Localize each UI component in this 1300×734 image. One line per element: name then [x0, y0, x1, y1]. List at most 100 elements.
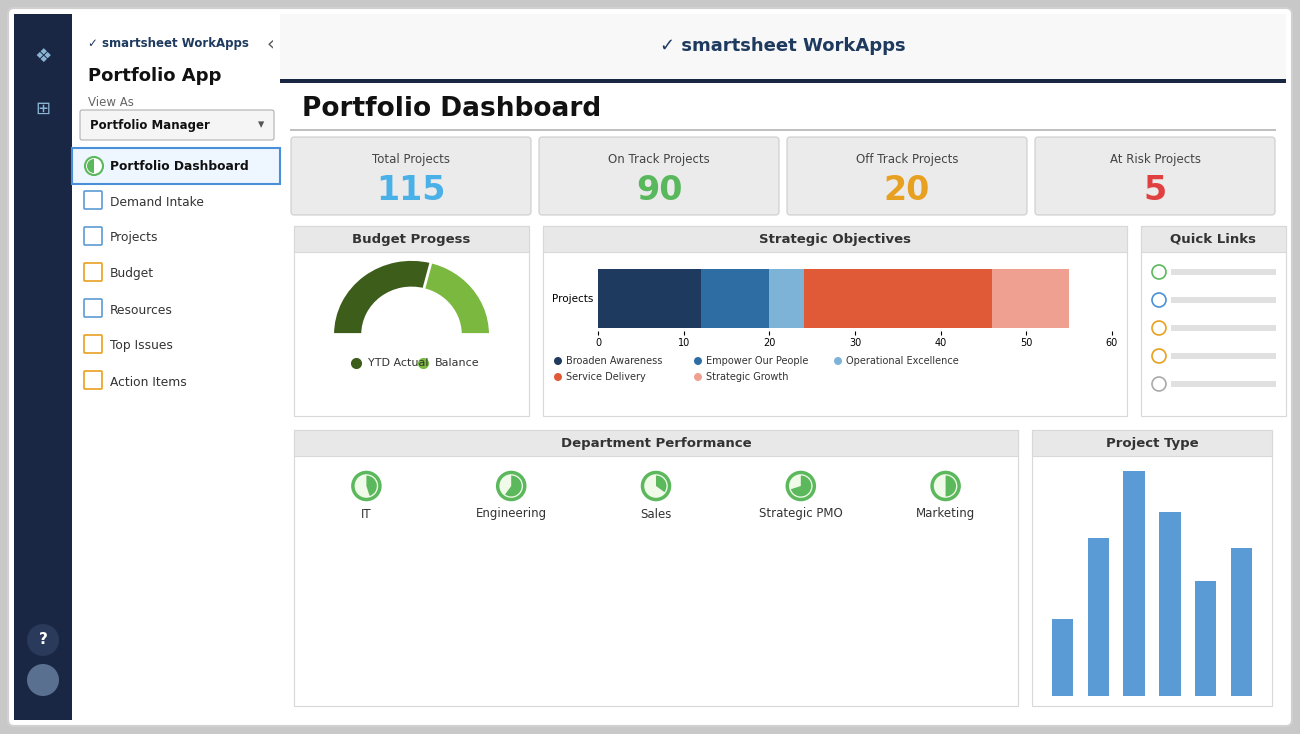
Text: Resources: Resources — [111, 303, 173, 316]
Text: Sales: Sales — [641, 507, 672, 520]
Text: Budget Progess: Budget Progess — [352, 233, 471, 245]
Circle shape — [27, 624, 58, 656]
Text: ?: ? — [39, 633, 47, 647]
Bar — [701, 269, 770, 328]
Circle shape — [1152, 265, 1166, 279]
Text: Action Items: Action Items — [111, 376, 187, 388]
Bar — [72, 148, 280, 184]
Wedge shape — [333, 260, 432, 335]
Text: Total Projects: Total Projects — [372, 153, 450, 167]
Wedge shape — [790, 476, 811, 496]
Circle shape — [352, 473, 380, 500]
Text: Portfolio Dashboard: Portfolio Dashboard — [111, 159, 248, 172]
Text: Strategic Growth: Strategic Growth — [706, 372, 789, 382]
Text: Budget: Budget — [111, 267, 155, 280]
FancyBboxPatch shape — [84, 227, 101, 245]
Text: Off Track Projects: Off Track Projects — [855, 153, 958, 167]
Circle shape — [932, 473, 959, 500]
Bar — [280, 14, 1286, 79]
Circle shape — [554, 357, 562, 365]
Text: Service Delivery: Service Delivery — [566, 372, 646, 382]
Bar — [1032, 430, 1271, 706]
Bar — [72, 14, 280, 720]
Wedge shape — [656, 476, 667, 493]
Text: IT: IT — [361, 507, 372, 520]
Text: 20: 20 — [884, 173, 931, 206]
Circle shape — [1152, 293, 1166, 307]
Bar — [1171, 269, 1277, 275]
Text: Portfolio Dashboard: Portfolio Dashboard — [302, 96, 601, 122]
Text: 115: 115 — [376, 173, 446, 206]
Wedge shape — [87, 159, 94, 173]
FancyBboxPatch shape — [84, 263, 101, 281]
Bar — [290, 129, 1277, 131]
Text: ‹: ‹ — [266, 34, 274, 54]
Bar — [1171, 381, 1277, 387]
Text: Quick Links: Quick Links — [1170, 233, 1257, 245]
Text: Broaden Awareness: Broaden Awareness — [566, 356, 663, 366]
Bar — [1088, 537, 1109, 696]
FancyBboxPatch shape — [8, 8, 1292, 726]
Circle shape — [1152, 321, 1166, 335]
Bar — [1171, 297, 1277, 303]
Text: Top Issues: Top Issues — [111, 340, 173, 352]
Text: ⊞: ⊞ — [35, 100, 51, 118]
Text: Balance: Balance — [436, 358, 480, 368]
Text: Strategic Objectives: Strategic Objectives — [759, 233, 911, 245]
Bar — [803, 269, 992, 328]
Text: Portfolio Manager: Portfolio Manager — [90, 118, 209, 131]
Text: ▾: ▾ — [257, 118, 264, 131]
Circle shape — [694, 373, 702, 381]
Wedge shape — [506, 476, 521, 496]
Circle shape — [554, 373, 562, 381]
Text: Operational Excellence: Operational Excellence — [846, 356, 959, 366]
Bar — [14, 14, 72, 720]
Bar — [598, 269, 701, 328]
Circle shape — [642, 473, 670, 500]
Bar — [543, 226, 1127, 416]
Circle shape — [835, 357, 842, 365]
Wedge shape — [333, 260, 490, 335]
Text: View As: View As — [88, 95, 134, 109]
Circle shape — [27, 664, 58, 696]
Text: Marketing: Marketing — [916, 507, 975, 520]
Text: Portfolio App: Portfolio App — [88, 67, 221, 85]
FancyBboxPatch shape — [84, 191, 101, 209]
Bar — [280, 79, 1286, 83]
Bar — [294, 430, 1018, 456]
Circle shape — [1152, 349, 1166, 363]
FancyBboxPatch shape — [786, 137, 1027, 215]
Bar — [992, 269, 1069, 328]
Bar — [1160, 512, 1180, 696]
Bar — [770, 269, 803, 328]
FancyBboxPatch shape — [84, 371, 101, 389]
FancyBboxPatch shape — [540, 137, 779, 215]
Bar — [1195, 581, 1217, 696]
Bar — [294, 430, 1018, 706]
Text: Demand Intake: Demand Intake — [111, 195, 204, 208]
Text: 90: 90 — [636, 173, 682, 206]
Bar — [294, 226, 529, 252]
Circle shape — [788, 473, 814, 500]
Text: ✓ smartsheet WorkApps: ✓ smartsheet WorkApps — [88, 37, 248, 51]
Wedge shape — [367, 476, 377, 496]
FancyBboxPatch shape — [84, 335, 101, 353]
Text: Engineering: Engineering — [476, 507, 547, 520]
Circle shape — [694, 357, 702, 365]
Text: ✓ smartsheet WorkApps: ✓ smartsheet WorkApps — [660, 37, 906, 55]
Text: Projects: Projects — [111, 231, 159, 244]
Text: 5: 5 — [1144, 173, 1166, 206]
Bar — [1123, 471, 1145, 696]
Circle shape — [84, 157, 103, 175]
Text: On Track Projects: On Track Projects — [608, 153, 710, 167]
Text: Project Type: Project Type — [1106, 437, 1199, 449]
Bar — [1141, 226, 1286, 252]
Bar — [543, 226, 1127, 252]
Text: At Risk Projects: At Risk Projects — [1109, 153, 1200, 167]
Circle shape — [1152, 377, 1166, 391]
Bar — [1171, 353, 1277, 359]
Bar — [1052, 619, 1074, 696]
Text: Department Performance: Department Performance — [560, 437, 751, 449]
Bar — [1032, 430, 1271, 456]
FancyBboxPatch shape — [1035, 137, 1275, 215]
